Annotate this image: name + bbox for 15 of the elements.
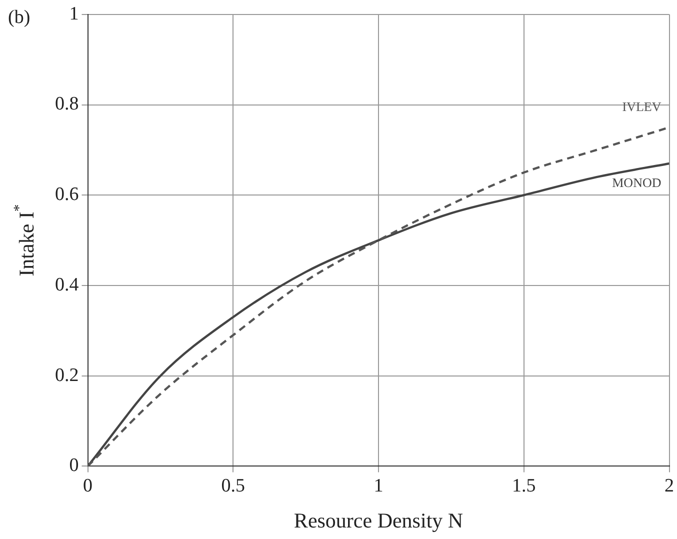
y-tick-label: 0.8 — [55, 94, 79, 115]
x-axis-title: Resource Density N — [294, 508, 464, 533]
x-tick-label: 2 — [664, 476, 674, 497]
x-tick-label: 0.5 — [221, 476, 245, 497]
y-tick-label: 0.4 — [55, 274, 80, 296]
y-tick-label: 0.2 — [55, 364, 79, 386]
x-tick-label: 1 — [374, 476, 384, 497]
series-label: MONOD — [612, 174, 662, 190]
x-tick-label: 1.5 — [512, 476, 536, 497]
y-tick-label: 0.6 — [55, 184, 79, 206]
y-tick-label: 0 — [69, 455, 79, 476]
text: (b) — [8, 6, 30, 28]
y-tick-label: 1 — [69, 3, 79, 24]
y-axis-title: Intake I* — [11, 204, 39, 276]
x-tick-label: 0 — [83, 476, 92, 497]
